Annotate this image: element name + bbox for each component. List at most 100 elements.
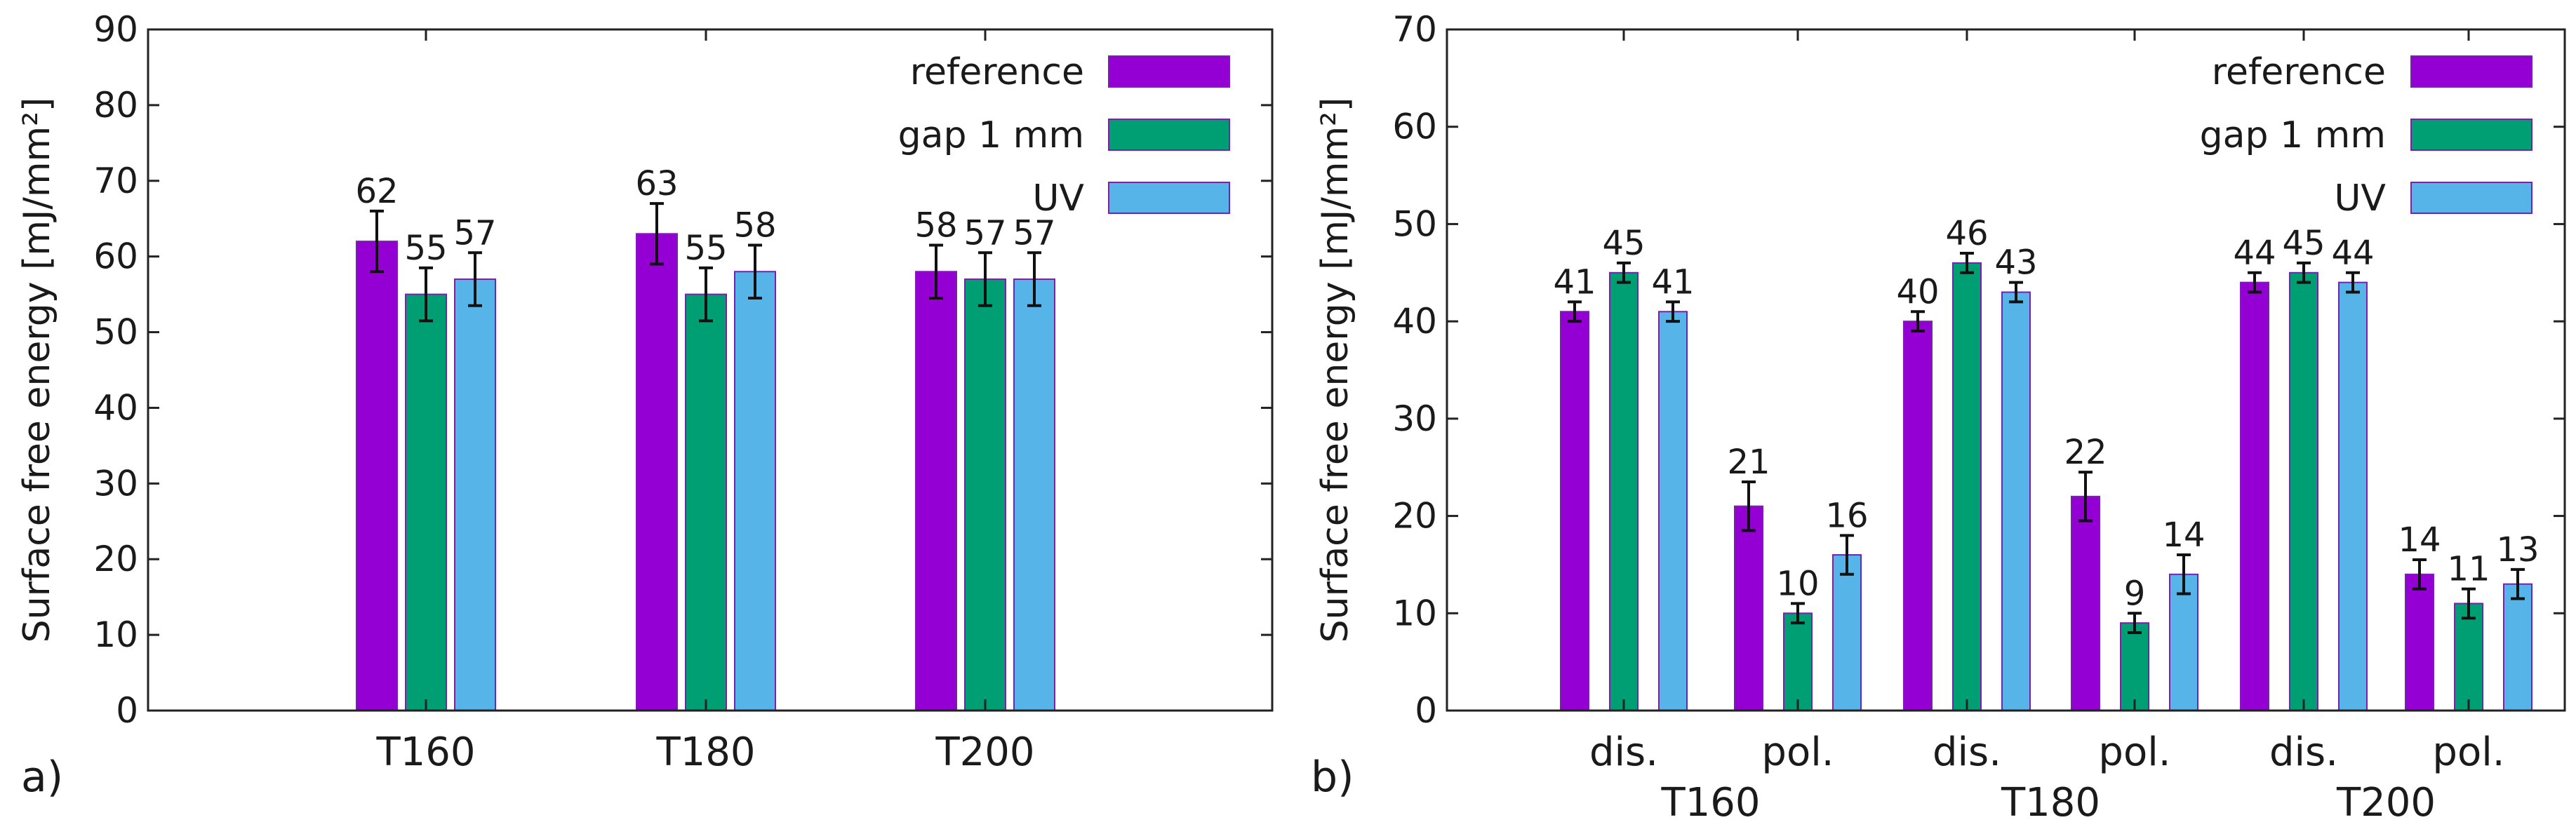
bar <box>1609 271 1639 711</box>
legend-label: reference <box>910 51 1084 93</box>
y-tick-label: 80 <box>93 85 138 126</box>
bar <box>1903 321 1933 711</box>
bar <box>2454 603 2483 712</box>
y-tick-label: 60 <box>93 236 138 277</box>
panel-label: a) <box>21 753 63 802</box>
bar <box>2289 271 2318 711</box>
data-label: 21 <box>1727 443 1770 482</box>
y-tick-label: 10 <box>93 614 138 655</box>
data-label: 58 <box>914 206 957 245</box>
bar <box>405 293 447 712</box>
y-tick-label: 40 <box>93 387 138 428</box>
bar <box>2503 583 2532 712</box>
bar <box>1783 612 1813 711</box>
data-label: 44 <box>2331 234 2374 273</box>
bar <box>964 278 1006 711</box>
legend-swatch <box>1108 182 1230 214</box>
y-tick-label: 70 <box>93 161 138 201</box>
y-axis-label: Surface free energy [mJ/mm²] <box>1314 97 1356 643</box>
data-label: 57 <box>453 213 496 253</box>
x-tick-label: T200 <box>935 729 1034 775</box>
data-label: 46 <box>1945 214 1988 253</box>
bar <box>2071 495 2100 711</box>
plot-frame <box>1446 28 2566 712</box>
legend-label: reference <box>2212 51 2386 93</box>
x-tick-label: pol. <box>1761 729 1834 775</box>
y-tick-label: 30 <box>93 463 138 504</box>
chart-panel-b: 0 10 20 30 40 50 60 70 Surface free energy [mJ/m… <box>1311 9 2566 826</box>
bar <box>1734 505 1763 711</box>
data-label: 63 <box>635 164 678 203</box>
x-tick-label: dis. <box>1933 729 2001 775</box>
x-tick-label: dis. <box>2269 729 2338 775</box>
y-tick-label: 90 <box>93 9 138 50</box>
bar <box>2120 622 2149 712</box>
legend-swatch <box>1108 119 1230 151</box>
data-label: 62 <box>355 172 398 211</box>
data-label: 14 <box>2162 516 2205 555</box>
y-tick-label: 10 <box>1392 593 1437 633</box>
data-label: 55 <box>684 229 727 268</box>
panel-label: b) <box>1311 753 1354 802</box>
bar <box>1013 278 1055 711</box>
bar <box>1560 311 1589 711</box>
x-group-label: T200 <box>2336 780 2436 826</box>
y-tick-label: 0 <box>116 690 138 731</box>
data-label: 41 <box>1553 262 1596 302</box>
data-label: 44 <box>2233 234 2276 273</box>
data-label: 41 <box>1651 262 1694 302</box>
x-tick-label: T180 <box>655 729 755 775</box>
data-label: 45 <box>2282 224 2325 263</box>
bar <box>1658 311 1688 711</box>
y-tick-label: 60 <box>1392 107 1437 147</box>
bar <box>2240 281 2269 711</box>
y-tick-label: 20 <box>1392 496 1437 537</box>
y-tick-label: 50 <box>1392 203 1437 244</box>
y-tick-label: 30 <box>1392 398 1437 439</box>
bar <box>2405 573 2434 711</box>
legend-label: UV <box>1032 177 1084 220</box>
plot-frame <box>147 28 1274 712</box>
legend-swatch <box>1108 55 1230 88</box>
legend-swatch <box>2410 182 2532 214</box>
data-label: 13 <box>2496 530 2539 570</box>
bar <box>2169 573 2198 711</box>
x-group-label: T180 <box>2001 780 2100 826</box>
x-tick-label: dis. <box>1589 729 1658 775</box>
x-group-label: T160 <box>1660 780 1760 826</box>
legend-label: gap 1 mm <box>898 114 1084 156</box>
bar <box>685 293 727 712</box>
y-tick-label: 50 <box>93 312 138 353</box>
y-tick-label: 40 <box>1392 301 1437 342</box>
bar <box>1832 554 1862 711</box>
data-label: 40 <box>1896 272 1939 311</box>
y-tick-label: 0 <box>1415 690 1437 731</box>
data-label: 22 <box>2064 433 2107 472</box>
bar <box>454 278 496 711</box>
bar <box>1952 262 1982 711</box>
data-label: 55 <box>404 229 447 268</box>
legend-label: UV <box>2334 177 2386 220</box>
chart-panel-a: 0 10 20 30 40 50 60 70 80 90 Surface free energy [… <box>16 9 1274 802</box>
y-tick-label: 20 <box>93 539 138 579</box>
data-label: 57 <box>1013 213 1055 253</box>
data-label: 58 <box>733 206 776 245</box>
data-label: 10 <box>1776 564 1819 603</box>
data-label: 14 <box>2398 520 2441 560</box>
x-tick-label: pol. <box>2432 729 2504 775</box>
x-tick-label: T160 <box>375 729 475 775</box>
legend-label: gap 1 mm <box>2200 114 2386 156</box>
data-label: 43 <box>1994 243 2037 283</box>
y-tick-label: 70 <box>1392 9 1437 50</box>
data-label: 45 <box>1602 224 1645 263</box>
bar <box>2338 281 2368 711</box>
data-label: 57 <box>963 213 1006 253</box>
bar <box>2001 291 2031 711</box>
x-tick-label: pol. <box>2098 729 2170 775</box>
bar <box>356 241 398 712</box>
bar <box>915 271 957 711</box>
bar <box>734 271 776 711</box>
data-label: 11 <box>2447 550 2490 589</box>
y-axis-label: Surface free energy [mJ/mm²] <box>16 97 58 643</box>
